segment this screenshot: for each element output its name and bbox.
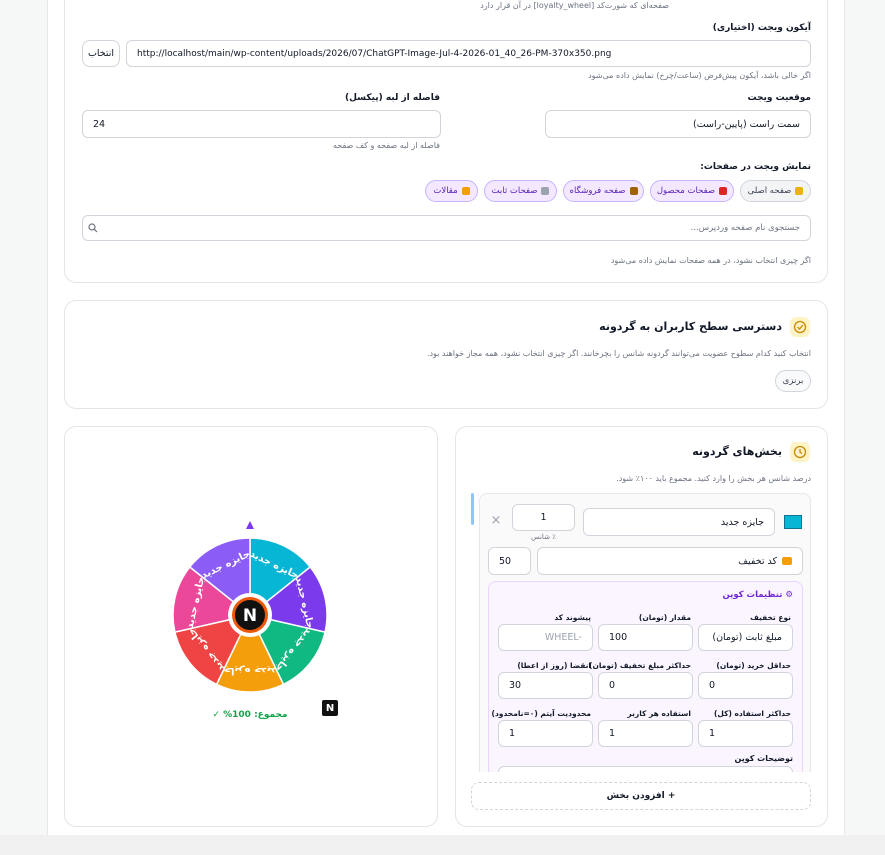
label: فاصله از لبه (پیکسل)	[345, 93, 440, 103]
wheel-slice	[215, 613, 285, 693]
scrollbar[interactable]	[471, 493, 474, 525]
field-input[interactable]: 30	[498, 672, 593, 699]
chip-text: مقالات	[433, 186, 458, 196]
card-title: بخش‌های گردونه	[692, 445, 782, 458]
segment-name[interactable]: جایزه جدید	[583, 508, 775, 536]
color-swatch[interactable]	[784, 515, 802, 529]
page-chip[interactable]: صفحه فروشگاه	[563, 180, 644, 202]
chance-label: ٪ شانس	[531, 533, 556, 541]
logo-preview: N	[322, 700, 338, 716]
chip-text: صفحات ثابت	[491, 186, 538, 196]
segment-item: جایزه جدید 1 ٪ شانس × کد تخفیف 50 ⚙ تنظی…	[479, 493, 811, 772]
position-select[interactable]: سمت راست (پایین-راست)	[545, 110, 811, 138]
card-icon	[790, 442, 810, 462]
chip-text: صفحات محصول	[656, 186, 716, 196]
field-label: نوع تخفیف	[750, 613, 791, 622]
pointer	[246, 521, 254, 529]
field-label: محدودیت آیتم (۰=نامحدود)	[491, 709, 591, 718]
field-label: حداقل خرید (تومان)	[716, 661, 791, 670]
field-input[interactable]: 0	[698, 672, 793, 699]
coupon-box: ⚙ تنظیمات کوپن نوع تخفیف مبلغ ثابت (تومان…	[488, 581, 803, 772]
field-input[interactable]: 1	[498, 720, 593, 747]
page-chip[interactable]: مقالات	[425, 180, 478, 202]
field-label: استفاده هر کاربر	[627, 709, 691, 718]
level-chip[interactable]: برنزی	[775, 370, 811, 392]
card-description: انتخاب کنید کدام سطوح عضویت می‌توانند گر…	[426, 349, 811, 358]
label: موقعیت ویجت	[747, 93, 811, 103]
field-label: حداکثر استفاده (کل)	[713, 709, 791, 718]
field-input[interactable]: 100	[598, 624, 693, 651]
field-input[interactable]: 1	[698, 720, 793, 747]
total: مجموع: 100% ✓	[212, 710, 288, 720]
hint: اگر خالی باشد، آیکون پیش‌فرض (ساعت/چرخ) …	[588, 71, 811, 80]
wheel-slice	[249, 537, 312, 617]
card-icon	[790, 317, 810, 337]
hub-logo: N	[243, 606, 257, 626]
field-input[interactable]: 1	[598, 720, 693, 747]
offset-input[interactable]: 24	[82, 110, 441, 138]
field-label: حداکثر مبلغ تخفیف (تومان)	[589, 661, 691, 670]
wheel-slice	[248, 613, 326, 686]
wheel-slice	[174, 613, 252, 686]
wheel-slice	[188, 537, 251, 617]
hint: اگر چیزی انتخاب نشود، در همه صفحات نمایش…	[610, 256, 811, 265]
hint: فاصله از لبه صفحه و کف صفحه	[332, 141, 440, 150]
chip-text: صفحه فروشگاه	[569, 186, 626, 196]
page-chip[interactable]: صفحات ثابت	[484, 180, 557, 202]
chance-input[interactable]: 1	[512, 504, 575, 531]
page-chip[interactable]: صفحات محصول	[650, 180, 734, 202]
access-card	[64, 300, 828, 409]
field-label: انقضا (روز از اعطا)	[517, 661, 591, 670]
field-label: پیشوند کد	[554, 613, 591, 622]
value-input[interactable]: 50	[488, 547, 531, 575]
chip-text: صفحه اصلی	[747, 186, 792, 196]
label: توضیحات کوپن	[734, 754, 793, 763]
field-label: مقدار (تومان)	[638, 613, 691, 622]
remove-button[interactable]: ×	[490, 513, 502, 528]
search-icon	[88, 223, 98, 233]
field-input[interactable]: مبلغ ثابت (تومان)	[698, 624, 793, 651]
choose-button[interactable]: انتخاب	[82, 40, 120, 67]
add-segment-button[interactable]: + افزودن بخش	[471, 782, 811, 810]
icon-url-input[interactable]: http://localhost/main/wp-content/uploads…	[126, 40, 811, 67]
page-search[interactable]: جستجوی نام صفحه وردپرس...	[82, 215, 811, 241]
page-chip[interactable]: صفحه اصلی	[740, 180, 811, 202]
placeholder: جستجوی نام صفحه وردپرس...	[690, 223, 800, 233]
label: نمایش ویجت در صفحات:	[700, 162, 811, 172]
wheel-label: جایزه جدید	[224, 665, 277, 676]
field-input[interactable]: WHEEL-	[498, 624, 593, 651]
card-description: درصد شانس هر بخش را وارد کنید. مجموع بای…	[616, 474, 811, 483]
type-text: کد تخفیف	[738, 555, 777, 567]
hub-inner	[235, 600, 265, 630]
footer-strip	[0, 835, 885, 855]
type-select[interactable]: کد تخفیف	[537, 547, 803, 575]
field-input[interactable]: 0	[598, 672, 693, 699]
card-title: دسترسی سطح کاربران به گردونه	[599, 320, 782, 333]
hint: صفحه‌ای که شورت‌کد [loyalty_wheel] در آن…	[480, 1, 669, 10]
coupon-title-text: تنظیمات کوپن	[722, 590, 783, 600]
label: آیکون ویجت (اختیاری)	[712, 23, 811, 33]
coupon-description[interactable]	[498, 766, 793, 772]
coupon-title: ⚙ تنظیمات کوپن	[722, 590, 793, 600]
